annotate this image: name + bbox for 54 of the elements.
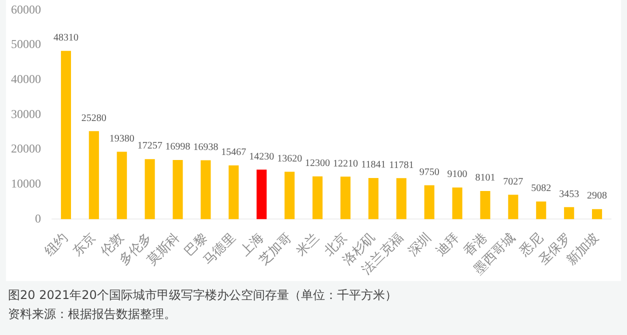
y-tick-label: 60000 (11, 2, 41, 16)
y-tick-label: 50000 (11, 37, 41, 52)
bar (340, 176, 351, 220)
data-label: 11841 (361, 160, 386, 171)
y-tick-label: 40000 (11, 72, 41, 86)
data-label: 13620 (277, 153, 302, 164)
bar (144, 159, 155, 220)
y-tick-label: 30000 (11, 106, 41, 121)
x-tick-label: 米兰 (294, 230, 323, 260)
y-tick-label: 10000 (11, 176, 41, 191)
data-label: 12300 (305, 158, 330, 169)
data-label: 16998 (165, 142, 190, 153)
x-tick-label: 东京 (70, 230, 100, 260)
data-label: 2908 (587, 190, 608, 202)
data-label: 9750 (419, 166, 440, 178)
bar (536, 202, 546, 220)
data-label: 8101 (475, 172, 496, 184)
data-label: 15467 (221, 146, 246, 158)
text: 图20 2021年20个国际城市甲级写字楼办公空间存量（单位：千平方米） (8, 287, 397, 304)
bar (116, 152, 127, 220)
bar (396, 178, 406, 220)
bar (452, 188, 462, 220)
bar (424, 185, 434, 220)
bar (284, 172, 295, 220)
bar (480, 190, 490, 220)
y-tick-label: 20000 (11, 142, 41, 156)
data-label: 3453 (559, 188, 580, 200)
bar (228, 165, 239, 220)
data-label: 12210 (332, 158, 358, 170)
data-label: 19380 (109, 133, 134, 144)
bar (312, 176, 323, 220)
bar (256, 170, 267, 220)
y-tick-label: 0 (35, 211, 41, 226)
data-label: 11781 (389, 160, 414, 171)
bar (564, 207, 574, 220)
x-tick-label: 迪拜 (434, 230, 462, 260)
data-label: 48310 (53, 32, 78, 44)
data-label: 25280 (81, 112, 106, 124)
text: 资料来源：根据报告数据整理。 (8, 306, 177, 323)
data-label: 14230 (249, 151, 274, 162)
data-label: 7027 (503, 176, 524, 188)
data-label: 17257 (137, 140, 162, 152)
x-tick-label: 纽约 (42, 230, 72, 260)
bar (200, 160, 211, 220)
bar (368, 178, 378, 220)
bar (88, 131, 99, 220)
data-label: 5082 (531, 183, 552, 194)
data-label: 9100 (447, 169, 468, 180)
bar (172, 160, 183, 220)
bar (592, 209, 602, 220)
data-label: 16938 (193, 142, 218, 153)
x-tick-label: 深圳 (406, 230, 435, 260)
bar (60, 50, 72, 220)
bar (508, 194, 518, 220)
